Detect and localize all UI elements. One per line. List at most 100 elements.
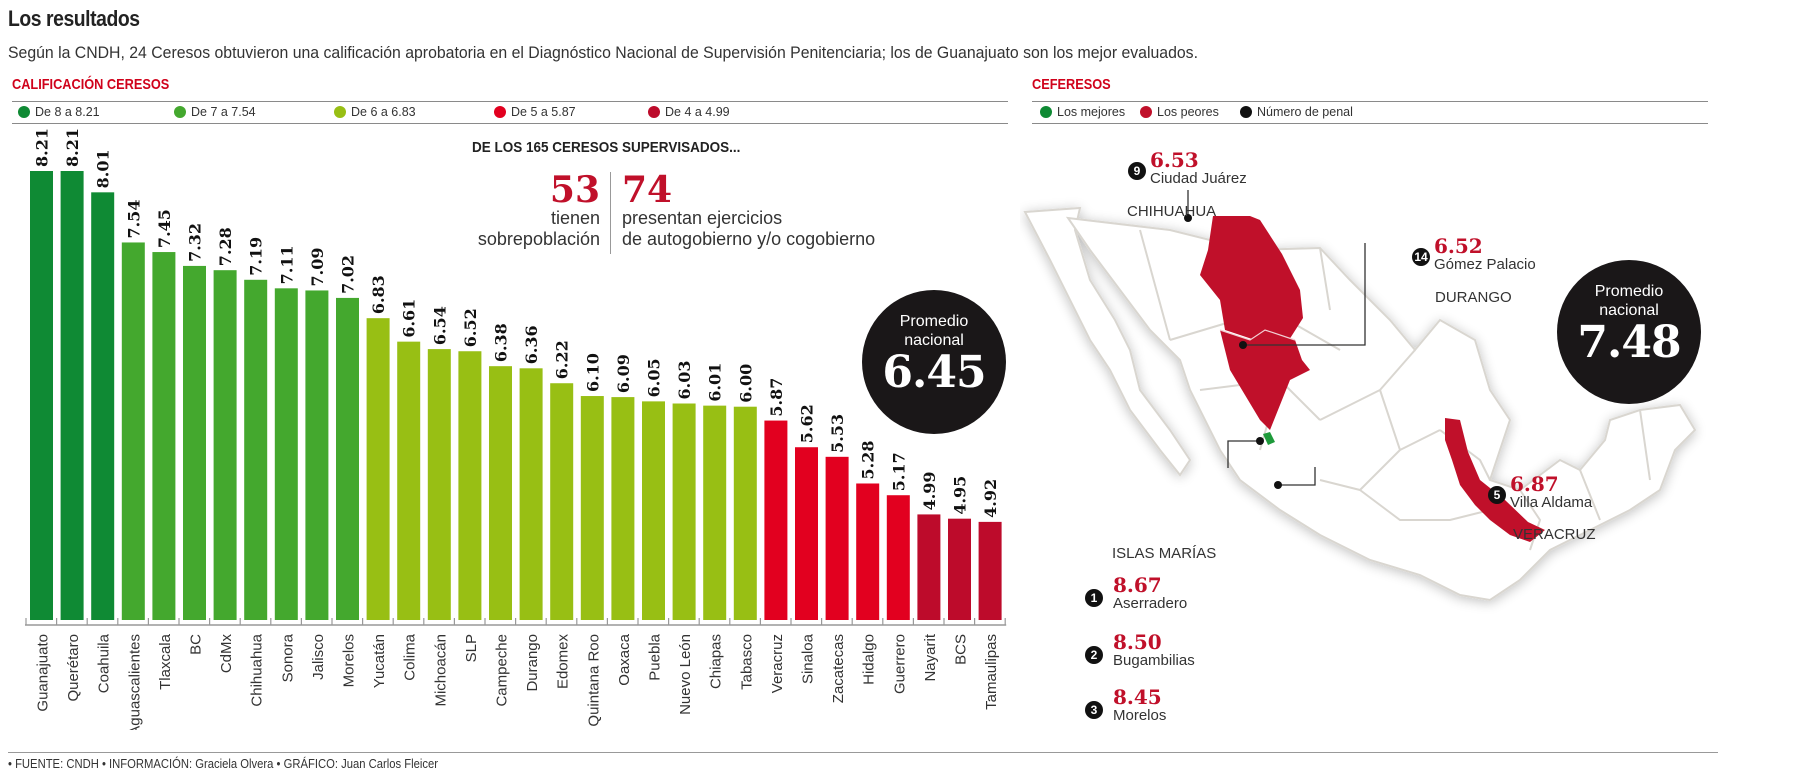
leader-dots xyxy=(1184,214,1282,489)
worst-14-annotation: 14 6.52 Gómez Palacio xyxy=(1412,236,1536,274)
category-label: Guanajuato xyxy=(35,634,52,712)
category-label: Aguascalientes xyxy=(126,634,143,730)
islas-marias-label: ISLAS MARÍAS xyxy=(1112,545,1217,562)
legend-label: Los peores xyxy=(1157,105,1219,119)
legend-dot-icon xyxy=(18,106,30,118)
bar-value-label: 6.03 xyxy=(675,361,694,400)
bar-quintana-roo xyxy=(580,396,604,620)
state-label: CHIHUAHUA xyxy=(1127,203,1217,220)
footer-credits: • FUENTE: CNDH • INFORMACIÓN: Graciela O… xyxy=(8,757,439,771)
legend-label: De 4 a 4.99 xyxy=(665,105,730,119)
bar-value-label: 7.32 xyxy=(186,223,205,262)
bar-colima xyxy=(397,341,421,620)
location-dot-villa-aldama xyxy=(1274,481,1282,489)
bar-nuevo-león xyxy=(672,403,696,620)
bar-bcs xyxy=(948,518,971,620)
average-value: 7.48 xyxy=(1577,317,1681,368)
category-label: Nayarit xyxy=(922,633,939,681)
map-islas-marias xyxy=(1263,432,1275,445)
bar-value-label: 6.05 xyxy=(645,358,664,397)
average-label: Promedio xyxy=(1594,283,1664,300)
legend-label: De 6 a 6.83 xyxy=(351,105,416,119)
legend-item: De 6 a 6.83 xyxy=(334,105,416,119)
ceresos-legend: De 8 a 8.21 De 7 a 7.54 De 6 a 6.83 De 5… xyxy=(12,101,1008,124)
map-state-veracruz xyxy=(1445,418,1545,542)
state-label: VERACRUZ xyxy=(1513,526,1596,543)
penal-name: Gómez Palacio xyxy=(1434,256,1536,273)
category-label: Sinaloa xyxy=(800,633,817,684)
state-label: DURANGO xyxy=(1435,289,1512,306)
bar-guerrero xyxy=(886,495,910,620)
bar-yucatán xyxy=(366,318,390,620)
bar-sinaloa xyxy=(795,447,818,620)
score-value: 8.45 xyxy=(1113,685,1162,709)
mexico-map xyxy=(1023,190,1697,602)
category-label: Zacatecas xyxy=(830,634,847,703)
bar-value-label: 7.09 xyxy=(308,247,327,286)
map-state-chihuahua xyxy=(1200,216,1303,370)
penal-name: Bugambilias xyxy=(1113,652,1195,669)
rank-badge-icon: 14 xyxy=(1412,248,1430,266)
bar-value-label: 4.95 xyxy=(951,476,970,515)
best-2-annotation: 2 8.50 Bugambilias xyxy=(1085,632,1195,670)
category-label: Hidalgo xyxy=(861,634,878,685)
penal-name: Villa Aldama xyxy=(1510,494,1593,511)
ceferesos-legend: Los mejores Los peores Número de penal xyxy=(1032,101,1708,124)
bar-value-label: 4.92 xyxy=(981,479,1000,518)
bar-michoacán xyxy=(427,349,451,620)
bar-value-label: 6.83 xyxy=(369,275,388,314)
bar-value-label: 7.45 xyxy=(155,209,174,248)
average-label: nacional xyxy=(904,332,964,349)
category-label: Jalisco xyxy=(310,634,327,680)
score-value: 8.67 xyxy=(1113,573,1162,597)
bar-value-label: 7.11 xyxy=(277,245,296,284)
map-baja-california xyxy=(1023,206,1192,477)
bar-chihuahua xyxy=(244,279,268,620)
category-label: Edomex xyxy=(555,634,572,690)
penal-name: Morelos xyxy=(1113,707,1167,724)
bar-value-label: 5.17 xyxy=(889,452,908,491)
average-label: nacional xyxy=(1599,302,1659,319)
legend-dot-icon xyxy=(1040,106,1052,118)
legend-label: De 5 a 5.87 xyxy=(511,105,576,119)
national-average-badge: Promedio nacional 7.48 xyxy=(1557,260,1701,404)
stat-value: 74 xyxy=(622,169,673,211)
score-value: 6.53 xyxy=(1150,148,1199,172)
stat-line: sobrepoblación xyxy=(477,229,600,249)
bar-slp xyxy=(458,351,482,620)
bar-chiapas xyxy=(703,405,727,620)
bar-value-label: 4.99 xyxy=(920,471,939,510)
legend-label: Número de penal xyxy=(1257,105,1353,119)
stat-line: de autogobierno y/o cogobierno xyxy=(622,229,876,249)
score-value: 8.50 xyxy=(1113,630,1162,654)
bar-value-label: 7.54 xyxy=(124,199,143,238)
category-label: Oaxaca xyxy=(616,633,633,685)
category-label: Morelos xyxy=(341,634,358,687)
legend-label: Los mejores xyxy=(1057,105,1126,119)
bar-querétaro xyxy=(60,171,84,620)
bar-value-label: 5.53 xyxy=(828,414,847,453)
bar-puebla xyxy=(642,401,665,620)
location-dot-islas-marias xyxy=(1256,437,1264,445)
ceresos-heading: CALIFICACIÓN CERESOS xyxy=(12,76,170,93)
page-subtitle: Según la CNDH, 24 Ceresos obtuvieron una… xyxy=(8,43,1198,62)
bar-bc xyxy=(183,265,206,620)
ceferesos-heading: CEFERESOS xyxy=(1032,76,1111,93)
category-label: Tlaxcala xyxy=(157,633,174,690)
bar-cdmx xyxy=(213,270,237,620)
legend-dot-icon xyxy=(334,106,346,118)
category-label: Querétaro xyxy=(65,634,82,702)
legend-item: De 5 a 5.87 xyxy=(494,105,576,119)
bar-value-label: 5.28 xyxy=(859,441,878,480)
footer-divider xyxy=(8,752,1718,753)
legend-dot-icon xyxy=(174,106,186,118)
average-value: 6.45 xyxy=(882,347,986,398)
bar-value-label: 6.22 xyxy=(553,340,572,379)
bar-oaxaca xyxy=(611,397,635,620)
rank-badge-icon: 5 xyxy=(1488,486,1506,504)
bar-sonora xyxy=(274,288,298,620)
bar-tabasco xyxy=(733,406,757,620)
bar-value-label: 6.61 xyxy=(400,299,419,338)
bar-value-label: 5.62 xyxy=(798,404,817,443)
bar-chart: 8.21 Guanajuato 8.21 Querétaro 8.01 Coahuila 7… xyxy=(25,128,1007,730)
